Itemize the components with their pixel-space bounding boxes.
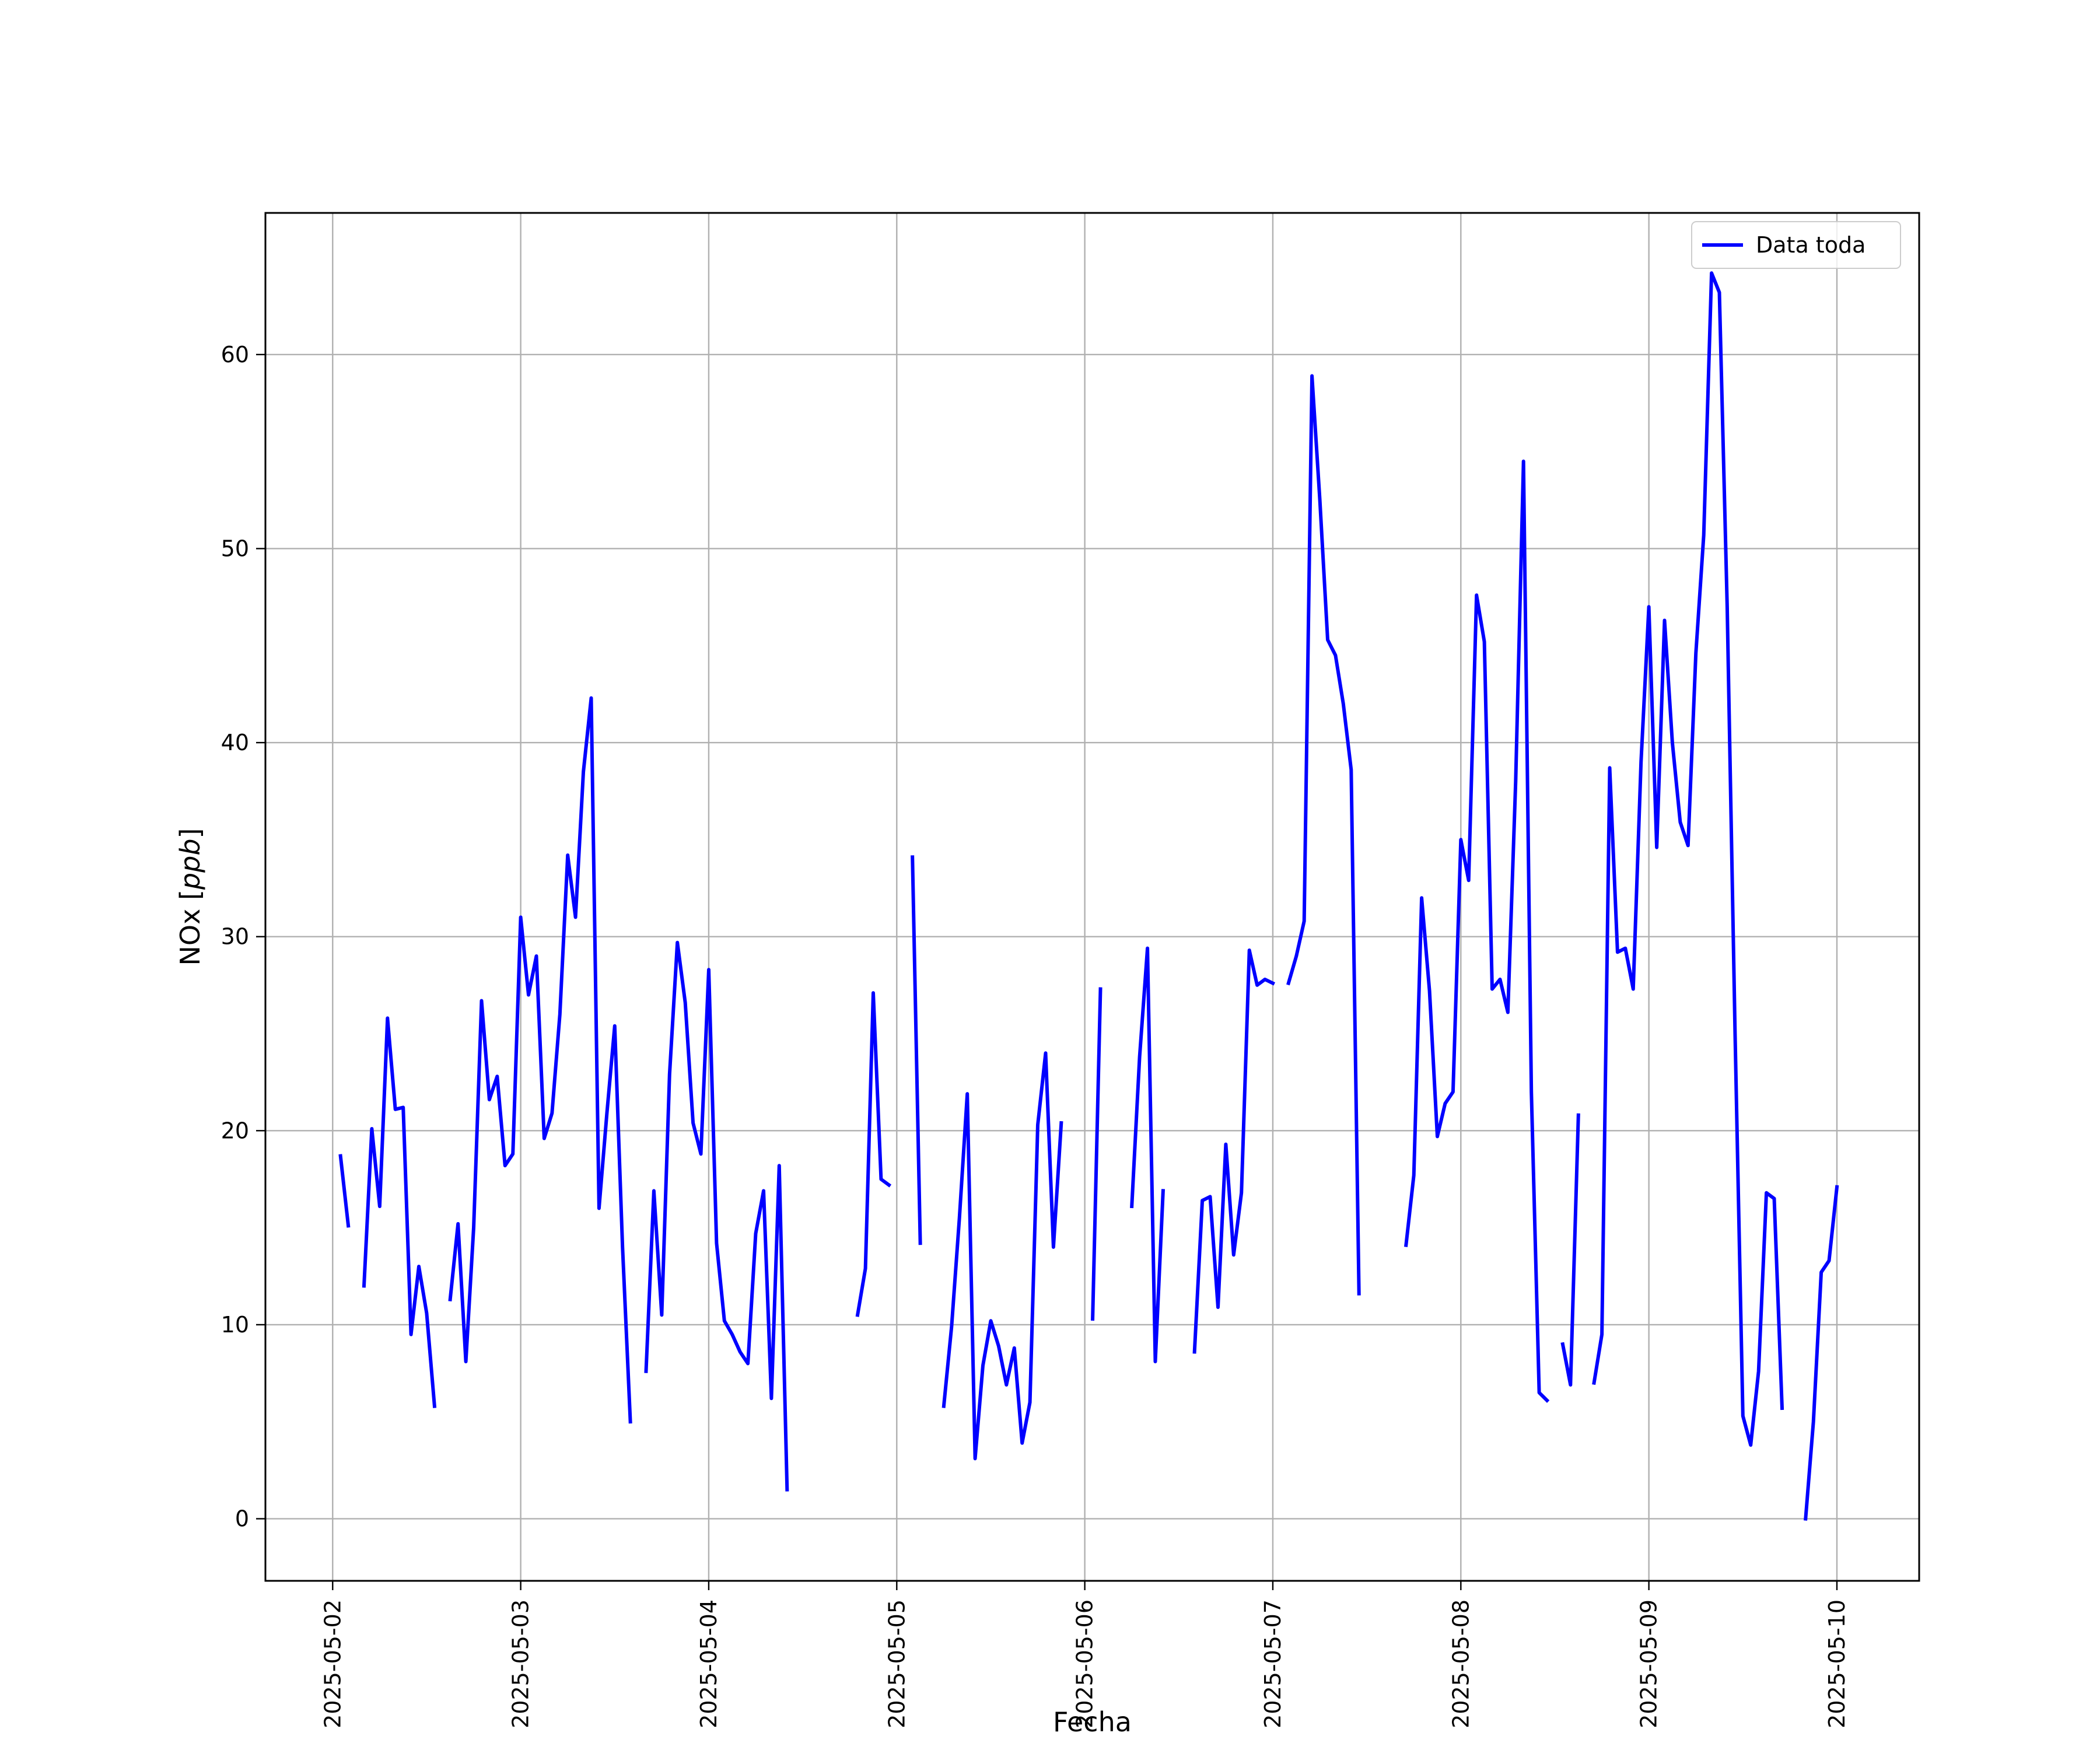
y-tick-label: 60 [221,342,249,368]
series-line-segment [1286,374,1361,1296]
legend-box [1691,221,1901,269]
series-line-segment [1592,271,1784,1447]
x-tick-label: 2025-05-04 [696,1600,722,1728]
x-tick-label: 2025-05-02 [320,1600,345,1728]
series-line-segment [644,940,789,1492]
y-axis-ticks: 0 10 20 30 40 50 60 [221,342,265,1532]
series-line-segment [1192,949,1276,1354]
x-tick-label: 2025-05-08 [1448,1600,1474,1728]
y-axis-label: NOx [ppb] [174,828,206,966]
series-line-segment [855,991,892,1317]
y-axis-label-unit: ppb [174,838,206,890]
series-line-segment [1130,946,1166,1364]
x-axis-label: Fecha [1053,1706,1132,1738]
y-axis-label-main: NOx [ [174,890,206,965]
x-tick-label: 2025-05-06 [1072,1600,1098,1728]
series-line-segment [1804,1185,1839,1521]
legend-label: Data toda [1756,232,1866,258]
y-tick-label: 0 [235,1506,249,1532]
y-tick-label: 20 [221,1118,249,1143]
y-tick-label: 10 [221,1312,249,1338]
legend: Data toda [1691,221,1901,269]
series-line-segment [1404,459,1550,1403]
data-series-lines [338,271,1839,1521]
x-axis-ticks: 2025-05-02 2025-05-03 2025-05-04 2025-05-05… [320,1581,1850,1728]
grid-lines [265,213,1919,1581]
series-line-segment [338,1154,351,1228]
series-line-segment [362,1016,437,1408]
x-tick-label: 2025-05-10 [1824,1600,1850,1728]
axes-frame [264,212,1920,1582]
series-line-segment [1560,1113,1580,1387]
y-axis-label-close: ] [174,828,206,839]
x-tick-label: 2025-05-05 [884,1600,909,1728]
series-line-segment [911,855,922,1245]
x-tick-label: 2025-05-07 [1260,1600,1286,1728]
x-tick-label: 2025-05-09 [1636,1600,1662,1728]
y-tick-label: 40 [221,730,249,755]
y-tick-label: 30 [221,924,249,950]
series-line-segment [448,696,632,1424]
series-line-segment [942,1051,1063,1461]
x-tick-label: 2025-05-03 [508,1600,534,1728]
y-tick-label: 50 [221,536,249,561]
series-line-segment [1091,987,1102,1321]
